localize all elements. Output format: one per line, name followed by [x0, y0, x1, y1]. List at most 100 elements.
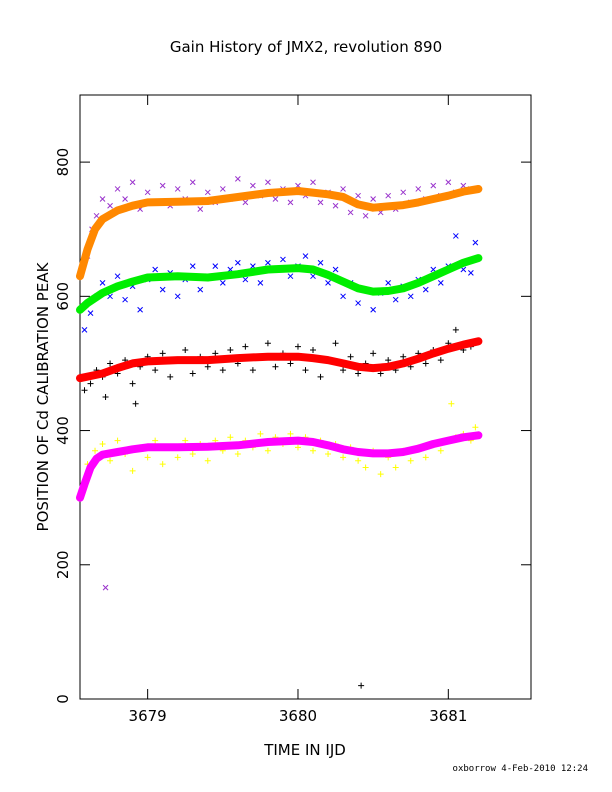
data-point: [264, 340, 271, 347]
fit-curve: [76, 431, 483, 502]
data-point: [422, 360, 429, 367]
data-point: [355, 300, 361, 306]
data-point: [310, 179, 316, 186]
series-0: [84, 176, 474, 591]
data-point: [204, 363, 211, 370]
data-point: [152, 266, 159, 273]
data-point: [452, 233, 459, 239]
data-point: [347, 209, 354, 216]
x-tick-label: 3679: [129, 707, 167, 725]
data-point: [437, 280, 444, 286]
series-5: [76, 337, 483, 383]
data-point: [182, 347, 189, 354]
y-tick-label: 400: [54, 416, 72, 445]
data-point: [370, 196, 377, 202]
data-point: [81, 387, 88, 394]
data-point: [219, 186, 226, 192]
x-tick-label: 3681: [429, 707, 467, 725]
data-point: [81, 327, 88, 333]
data-point: [159, 286, 166, 293]
data-point: [152, 437, 159, 444]
data-point: [189, 370, 196, 377]
data-point: [294, 343, 301, 350]
data-point: [242, 343, 249, 350]
data-point: [204, 189, 211, 196]
data-point: [129, 380, 136, 387]
data-point: [102, 584, 109, 591]
data-point: [340, 367, 347, 374]
fit-curve: [76, 337, 483, 383]
data-point: [287, 273, 294, 280]
data-point: [227, 434, 234, 441]
data-point: [355, 192, 361, 199]
data-point: [385, 280, 392, 286]
data-point: [174, 186, 181, 192]
data-point: [452, 326, 459, 333]
data-point: [129, 467, 136, 474]
data-point: [407, 457, 414, 464]
data-point: [92, 447, 99, 454]
series-3: [76, 254, 483, 314]
data-point: [362, 464, 369, 471]
data-point: [430, 182, 437, 189]
data-point: [159, 350, 166, 357]
data-point: [122, 196, 128, 202]
data-point: [174, 293, 181, 300]
data-point: [159, 182, 166, 189]
data-point: [152, 367, 159, 374]
data-point: [197, 286, 204, 293]
data-point: [272, 196, 279, 202]
data-point: [99, 440, 106, 447]
data-point: [340, 293, 346, 300]
data-point: [242, 199, 249, 206]
data-point: [114, 273, 121, 280]
data-point: [325, 451, 332, 458]
data-point: [317, 373, 324, 380]
data-point: [107, 202, 113, 209]
data-point: [280, 256, 286, 263]
data-point: [159, 461, 166, 468]
data-point: [340, 186, 346, 192]
data-point: [99, 280, 106, 286]
data-point: [347, 353, 354, 360]
data-point: [257, 430, 264, 437]
data-point: [189, 451, 196, 458]
data-point: [370, 350, 377, 357]
data-point: [250, 182, 256, 189]
data-point: [362, 212, 369, 219]
data-point: [392, 464, 399, 471]
x-axis-label: TIME IN IJD: [263, 741, 346, 759]
data-point: [422, 286, 429, 293]
axis-ticks: 3679 3680 3681 0 200 400 600 800: [54, 95, 531, 725]
data-point: [445, 179, 452, 186]
data-point: [355, 457, 362, 464]
data-point: [310, 447, 317, 454]
data-point: [144, 454, 151, 461]
data-point: [437, 357, 444, 364]
fit-curve: [76, 185, 483, 281]
data-point: [294, 444, 301, 451]
y-tick-label: 0: [54, 694, 72, 704]
data-point: [310, 273, 316, 280]
data-point: [392, 296, 399, 303]
data-point: [204, 457, 211, 464]
data-point: [102, 394, 109, 400]
data-point: [114, 437, 121, 444]
data-point: [310, 347, 317, 354]
chart-title: Gain History of JMX2, revolution 890: [170, 38, 442, 56]
data-point: [107, 360, 114, 367]
data-point: [302, 367, 309, 374]
data-point: [272, 363, 279, 370]
data-point: [385, 192, 392, 199]
data-point: [87, 380, 94, 387]
data-point: [182, 437, 189, 444]
plot-frame: [79, 94, 532, 700]
data-point: [234, 259, 241, 266]
data-point: [302, 253, 309, 259]
series-4: [81, 326, 474, 689]
data-point: [99, 196, 106, 202]
data-point: [129, 179, 136, 186]
data-point: [317, 259, 324, 266]
data-point: [400, 353, 407, 360]
data-point: [370, 306, 377, 313]
